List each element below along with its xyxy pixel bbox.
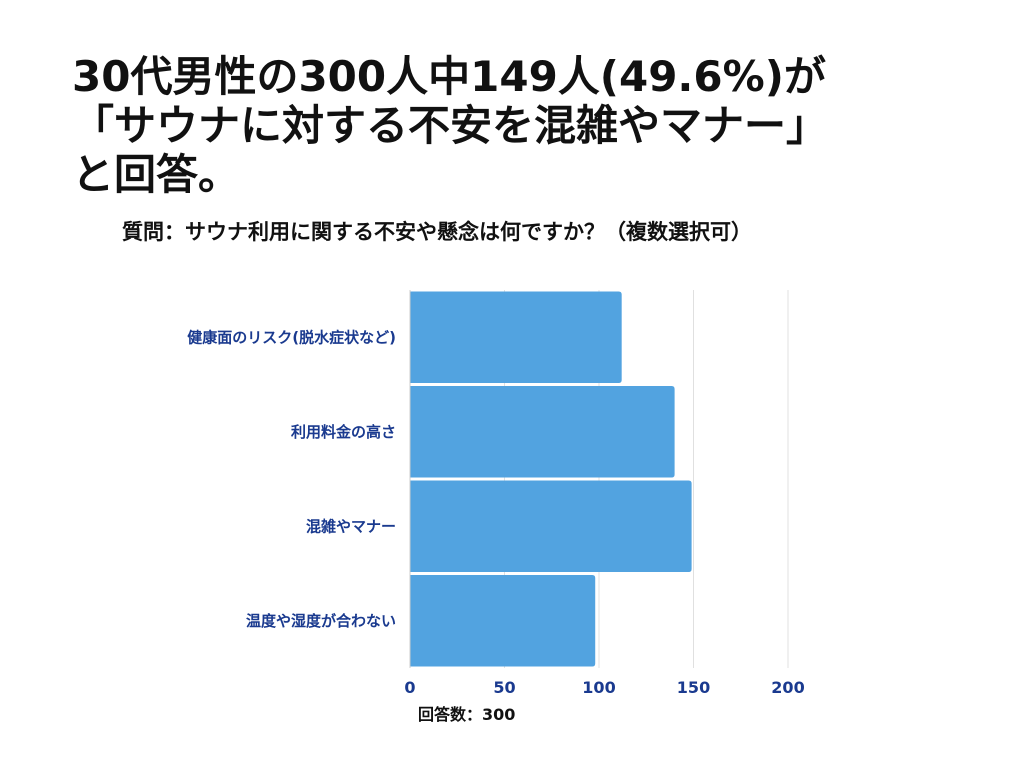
- bar-4: [410, 575, 596, 667]
- category-label: 温度や湿度が合わない: [246, 612, 396, 630]
- headline-line-3: と回答。: [72, 150, 241, 199]
- response-count: 回答数：300: [418, 705, 516, 724]
- headline-line-2: 「サウナに対する不安を混雑やマナー」: [72, 101, 829, 150]
- tick-label-layer: 0 50 100 150 200: [404, 678, 804, 697]
- category-label: 混雑やマナー: [306, 517, 396, 535]
- x-tick-label: 50: [493, 678, 515, 697]
- category-label: 利用料金の高さ: [291, 423, 396, 441]
- x-tick-label: 0: [404, 678, 415, 697]
- x-tick-label: 100: [582, 678, 615, 697]
- x-tick-label: 150: [677, 678, 710, 697]
- survey-question: 質問：サウナ利用に関する不安や懸念は何ですか？（複数選択可）: [122, 220, 752, 244]
- headline-line-1: 30代男性の300人中149人(49.6%)が: [72, 52, 826, 101]
- bar-1: [410, 291, 622, 383]
- headline: 30代男性の300人中149人(49.6%)が 「サウナに対する不安を混雑やマナ…: [72, 52, 972, 199]
- x-tick-label: 200: [771, 678, 804, 697]
- bar-2: [410, 386, 675, 478]
- bar-3: [410, 480, 692, 572]
- bar-layer: [410, 291, 692, 667]
- category-label: 健康面のリスク(脱水症状など): [187, 328, 396, 346]
